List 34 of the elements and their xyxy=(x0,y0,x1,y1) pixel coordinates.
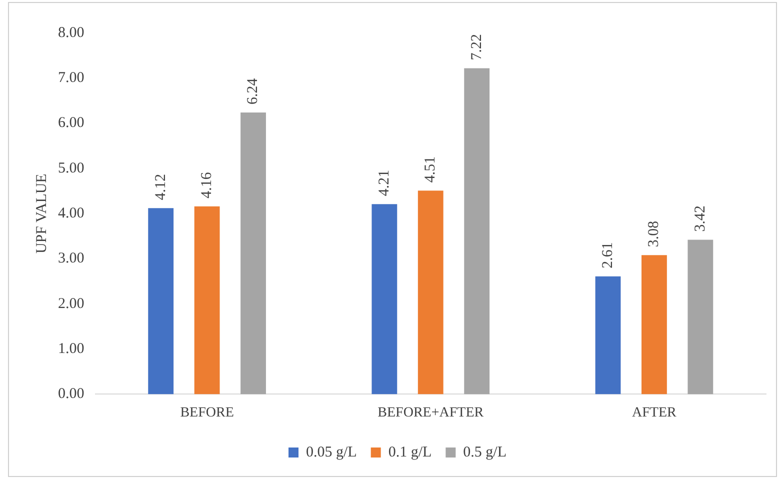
x-tick-label: BEFORE+AFTER xyxy=(378,405,484,420)
data-label: 3.08 xyxy=(646,220,662,248)
y-axis-title: UPF VALUE xyxy=(34,174,50,254)
bar xyxy=(418,190,444,394)
y-tick-label: 1.00 xyxy=(58,340,84,357)
legend-label: 0.1 g/L xyxy=(388,444,432,460)
bar xyxy=(688,240,714,394)
y-tick-label: 7.00 xyxy=(58,70,84,86)
bar xyxy=(240,112,266,394)
y-tick-label: 3.00 xyxy=(58,250,84,267)
y-tick-label: 5.00 xyxy=(58,160,84,176)
x-tick-label: BEFORE xyxy=(180,405,234,420)
data-label: 4.51 xyxy=(422,156,439,183)
y-tick-label: 8.00 xyxy=(58,24,84,41)
bar xyxy=(642,255,667,394)
bar xyxy=(194,206,220,394)
legend-label: 0.5 g/L xyxy=(463,444,507,460)
y-tick-label: 2.00 xyxy=(58,296,84,312)
bar xyxy=(372,204,398,394)
data-label: 4.16 xyxy=(198,172,215,198)
data-label: 2.61 xyxy=(600,242,616,268)
bar xyxy=(464,68,490,394)
y-tick-label: 0.00 xyxy=(58,386,84,402)
legend-label: 0.05 g/L xyxy=(306,444,357,460)
bar xyxy=(148,208,174,394)
y-tick-label: 4.00 xyxy=(58,206,84,222)
data-label: 3.42 xyxy=(692,206,708,232)
data-label: 4.12 xyxy=(152,174,169,200)
data-label: 6.24 xyxy=(245,78,262,104)
y-tick-label: 6.00 xyxy=(58,115,84,132)
data-label: 7.22 xyxy=(468,34,485,60)
bar xyxy=(595,276,621,394)
x-tick-label: AFTER xyxy=(632,405,678,420)
data-label: 4.21 xyxy=(376,170,392,196)
